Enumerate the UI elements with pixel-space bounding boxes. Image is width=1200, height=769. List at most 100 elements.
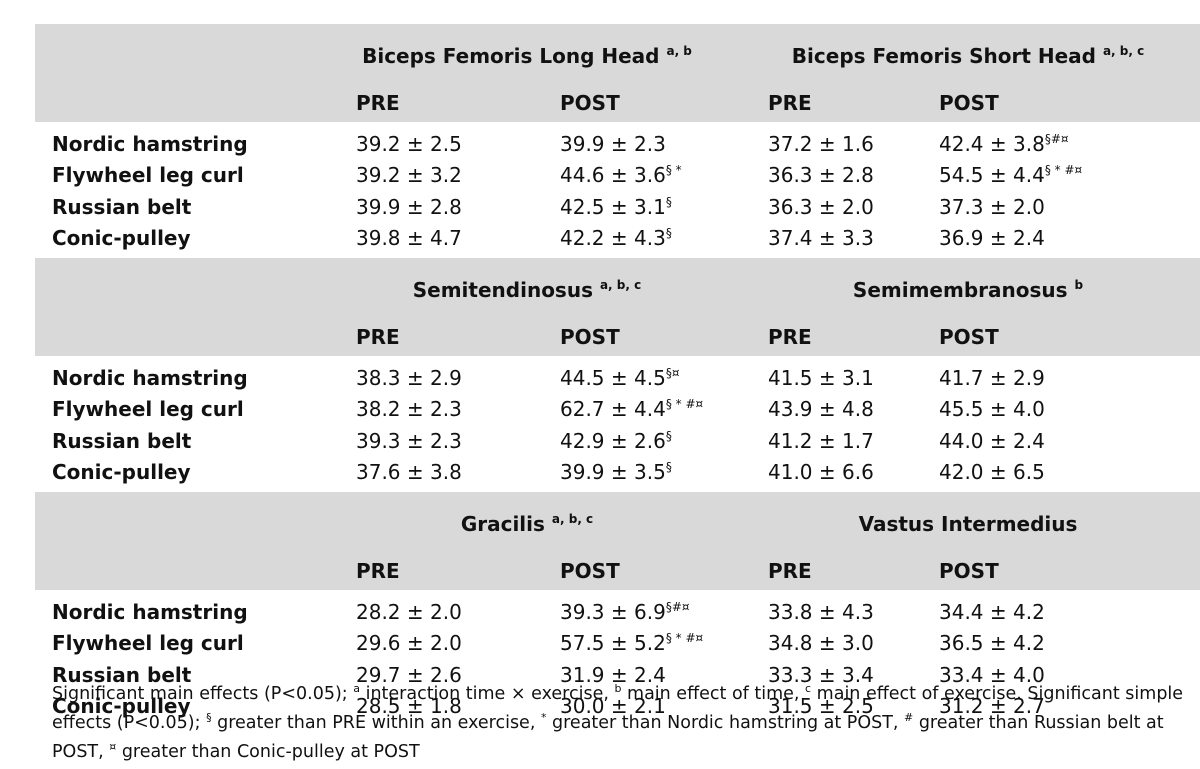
pre-value: 28.2 ± 2.0 — [356, 599, 462, 624]
muscle-title: Gracilis a, b, c — [318, 492, 736, 552]
muscle-name: Vastus Intermedius — [858, 512, 1078, 536]
table-row: Nordic hamstring 39.2 ± 2.5 39.9 ± 2.3 3… — [35, 122, 1200, 160]
significance-marker: § — [665, 428, 672, 443]
post-value: 39.9 ± 3.5§ — [560, 460, 672, 485]
muscle-name: Gracilis — [460, 512, 545, 536]
block-gracilis: Gracilis a, b, c Vastus Intermedius PRE … — [35, 492, 1200, 726]
table-row: Nordic hamstring 28.2 ± 2.0 39.3 ± 6.9§#… — [35, 590, 1200, 628]
post-value: 34.4 ± 4.2 — [939, 599, 1045, 624]
post-value: 62.7 ± 4.4§ * #¤ — [560, 397, 704, 422]
significance-marker: § — [665, 194, 672, 209]
post-value: 39.3 ± 6.9§#¤ — [560, 599, 690, 624]
pre-header: PRE — [318, 552, 498, 590]
muscle-title: Semitendinosus a, b, c — [318, 258, 736, 318]
effect-superscript: a, b, c — [551, 512, 594, 526]
post-value: 42.2 ± 4.3§ — [560, 226, 672, 251]
results-table: Biceps Femoris Long Head a, b Biceps Fem… — [35, 24, 1200, 726]
column-header-row: PRE POST PRE POST — [35, 552, 1200, 590]
pre-value: 36.3 ± 2.0 — [768, 194, 874, 219]
pre-value: 39.2 ± 2.5 — [356, 131, 462, 156]
pre-value: 37.2 ± 1.6 — [768, 131, 874, 156]
pre-value: 39.9 ± 2.8 — [356, 194, 462, 219]
post-value: 42.4 ± 3.8§#¤ — [939, 131, 1069, 156]
significance-marker: § * — [665, 163, 682, 178]
pre-value: 38.3 ± 2.9 — [356, 365, 462, 390]
muscle-name: Biceps Femoris Long Head — [362, 44, 660, 68]
post-value: 36.5 ± 4.2 — [939, 631, 1045, 656]
post-value: 42.9 ± 2.6§ — [560, 428, 672, 453]
significance-marker: § * #¤ — [665, 397, 704, 412]
post-header: POST — [913, 84, 1200, 122]
effect-superscript: a, b, c — [599, 278, 642, 292]
significance-marker: § * #¤ — [665, 631, 704, 646]
post-header: POST — [913, 318, 1200, 356]
table-row: Russian belt 39.3 ± 2.3 42.9 ± 2.6§ 41.2… — [35, 425, 1200, 457]
pre-value: 34.8 ± 3.0 — [768, 631, 874, 656]
exercise-label: Flywheel leg curl — [52, 163, 244, 188]
post-value: 36.9 ± 2.4 — [939, 226, 1045, 251]
post-value: 44.0 ± 2.4 — [939, 428, 1045, 453]
exercise-label: Russian belt — [52, 194, 192, 219]
pre-value: 41.0 ± 6.6 — [768, 460, 874, 485]
exercise-label: Nordic hamstring — [52, 599, 248, 624]
post-value: 57.5 ± 5.2§ * #¤ — [560, 631, 704, 656]
pre-value: 37.6 ± 3.8 — [356, 460, 462, 485]
muscle-name: Semitendinosus — [412, 278, 593, 302]
pre-value: 39.3 ± 2.3 — [356, 428, 462, 453]
exercise-label: Flywheel leg curl — [52, 397, 244, 422]
muscle-name: Semimembranosus — [852, 278, 1068, 302]
effect-superscript: b — [1074, 278, 1084, 292]
muscle-title: Semimembranosus b — [736, 258, 1200, 318]
exercise-label: Nordic hamstring — [52, 365, 248, 390]
table-row: Conic-pulley 39.8 ± 4.7 42.2 ± 4.3§ 37.4… — [35, 223, 1200, 259]
table-row: Nordic hamstring 38.3 ± 2.9 44.5 ± 4.5§¤… — [35, 356, 1200, 394]
muscle-header-row: Biceps Femoris Long Head a, b Biceps Fem… — [35, 24, 1200, 84]
table-row: Conic-pulley 37.6 ± 3.8 39.9 ± 3.5§ 41.0… — [35, 457, 1200, 493]
post-value: 31.9 ± 2.4 — [560, 662, 666, 687]
results-table-container: Biceps Femoris Long Head a, b Biceps Fem… — [35, 24, 1200, 726]
pre-header: PRE — [736, 318, 913, 356]
exercise-label: Conic-pulley — [52, 460, 191, 485]
exercise-label: Russian belt — [52, 428, 192, 453]
effect-superscript: a, b — [666, 44, 692, 58]
pre-value: 28.5 ± 1.8 — [356, 694, 462, 719]
pre-value: 43.9 ± 4.8 — [768, 397, 874, 422]
pre-value: 39.2 ± 3.2 — [356, 163, 462, 188]
post-value: 44.5 ± 4.5§¤ — [560, 365, 680, 390]
post-value: 30.0 ± 2.1 — [560, 694, 666, 719]
post-value: 54.5 ± 4.4§ * #¤ — [939, 163, 1083, 188]
pre-value: 36.3 ± 2.8 — [768, 163, 874, 188]
table-footnote: Significant main effects (P<0.05); a int… — [52, 682, 1184, 762]
exercise-label: Flywheel leg curl — [52, 631, 244, 656]
muscle-title: Biceps Femoris Long Head a, b — [318, 24, 736, 84]
pre-value: 41.2 ± 1.7 — [768, 428, 874, 453]
pre-value: 37.4 ± 3.3 — [768, 226, 874, 251]
post-value: 37.3 ± 2.0 — [939, 194, 1045, 219]
pre-value: 31.5 ± 2.5 — [768, 694, 874, 719]
post-header: POST — [498, 318, 736, 356]
post-value: 31.2 ± 2.7 — [939, 694, 1045, 719]
block-semitendinosus: Semitendinosus a, b, c Semimembranosus b… — [35, 258, 1200, 492]
post-value: 45.5 ± 4.0 — [939, 397, 1045, 422]
post-header: POST — [498, 84, 736, 122]
significance-marker: § — [665, 460, 672, 475]
pre-header: PRE — [736, 84, 913, 122]
effect-superscript: a, b, c — [1102, 44, 1145, 58]
table-row: Conic-pulley 28.5 ± 1.8 30.0 ± 2.1 31.5 … — [35, 691, 1200, 727]
significance-marker: § — [665, 226, 672, 241]
muscle-title: Vastus Intermedius — [736, 492, 1200, 552]
pre-value: 41.5 ± 3.1 — [768, 365, 874, 390]
significance-marker: §#¤ — [665, 599, 690, 614]
pre-value: 39.8 ± 4.7 — [356, 226, 462, 251]
muscle-name: Biceps Femoris Short Head — [791, 44, 1096, 68]
post-value: 33.4 ± 4.0 — [939, 662, 1045, 687]
post-value: 41.7 ± 2.9 — [939, 365, 1045, 390]
post-value: 44.6 ± 3.6§ * — [560, 163, 682, 188]
pre-value: 33.8 ± 4.3 — [768, 599, 874, 624]
exercise-label: Nordic hamstring — [52, 131, 248, 156]
pre-value: 29.6 ± 2.0 — [356, 631, 462, 656]
column-header-row: PRE POST PRE POST — [35, 318, 1200, 356]
pre-header: PRE — [736, 552, 913, 590]
exercise-label: Conic-pulley — [52, 226, 191, 251]
post-header: POST — [913, 552, 1200, 590]
